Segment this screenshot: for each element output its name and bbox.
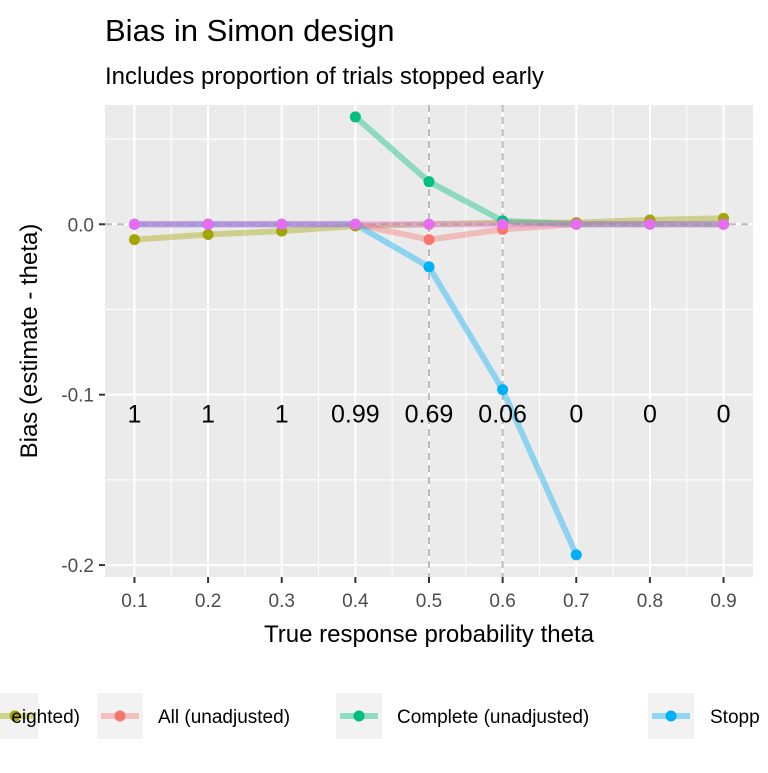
data-point-4[interactable] <box>349 218 361 230</box>
legend-label: All (unadjusted) <box>158 707 290 728</box>
data-point-4[interactable] <box>128 218 140 230</box>
data-point-4[interactable] <box>718 218 730 230</box>
x-tick-label: 0.7 <box>563 591 589 612</box>
data-point-4[interactable] <box>202 218 214 230</box>
legend-key-point <box>665 710 677 722</box>
x-tick-label: 0.4 <box>342 591 369 612</box>
x-tick-label: 0.3 <box>269 591 295 612</box>
legend-item: All (unadjusted) <box>97 693 290 739</box>
y-tick-label: 0.0 <box>68 215 94 236</box>
stopped-early-label: 1 <box>128 400 142 428</box>
data-point-2[interactable] <box>349 111 361 123</box>
x-tick-label: 0.8 <box>637 591 663 612</box>
legend: eighted) All (unadjusted) Complete (unadju… <box>0 693 760 739</box>
stopped-early-label: 0 <box>717 400 731 428</box>
x-tick-label: 0.1 <box>121 591 147 612</box>
series-line-2 <box>352 113 727 228</box>
data-point-4[interactable] <box>423 218 435 230</box>
data-point-2[interactable] <box>423 176 435 188</box>
axis-layer: 0.1 0.2 0.3 0.4 0.5 0.6 0.7 0.8 0.9 0.0 -0.1 -0.2 <box>61 215 737 612</box>
data-point-4[interactable] <box>497 218 509 230</box>
legend-label: Stopp <box>710 707 760 728</box>
x-tick-label: 0.5 <box>416 591 442 612</box>
legend-item: Complete (unadjusted) <box>336 693 589 739</box>
legend-key-point <box>9 710 21 722</box>
x-tick-label: 0.9 <box>710 591 736 612</box>
legend-key-point <box>114 710 126 722</box>
data-point-3[interactable] <box>423 261 435 273</box>
legend-label: eighted) <box>11 707 80 728</box>
chart-subtitle: Includes proportion of trials stopped ea… <box>105 63 544 90</box>
stopped-early-label: 0 <box>643 400 657 428</box>
data-point-3[interactable] <box>570 549 582 561</box>
data-point-4[interactable] <box>644 218 656 230</box>
x-tick-label: 0.2 <box>195 591 221 612</box>
stopped-early-labels: 1 1 1 0.99 0.69 0.06 0 0 0 <box>128 400 731 428</box>
data-point-4[interactable] <box>570 218 582 230</box>
series-layer <box>128 111 730 561</box>
legend-item: eighted) <box>0 693 80 739</box>
data-point-1[interactable] <box>423 234 435 246</box>
stopped-early-label: 0 <box>569 400 583 428</box>
y-tick-label: -0.1 <box>61 386 94 407</box>
data-point-4[interactable] <box>276 218 288 230</box>
data-point-0[interactable] <box>128 234 140 246</box>
chart-title: Bias in Simon design <box>105 13 395 48</box>
legend-key-point <box>353 710 365 722</box>
legend-item: Stopp <box>648 693 760 739</box>
x-axis-title: True response probability theta <box>264 621 595 648</box>
data-point-3[interactable] <box>497 384 509 396</box>
y-tick-label: -0.2 <box>61 556 94 577</box>
stopped-early-label: 0.06 <box>478 400 527 428</box>
stopped-early-label: 1 <box>201 400 215 428</box>
data-point-0[interactable] <box>202 229 214 241</box>
x-tick-label: 0.6 <box>489 591 515 612</box>
legend-label: Complete (unadjusted) <box>397 707 589 728</box>
stopped-early-label: 0.69 <box>405 400 454 428</box>
y-axis-title: Bias (estimate - theta) <box>16 224 43 459</box>
stopped-early-label: 1 <box>275 400 289 428</box>
stopped-early-label: 0.99 <box>331 400 380 428</box>
